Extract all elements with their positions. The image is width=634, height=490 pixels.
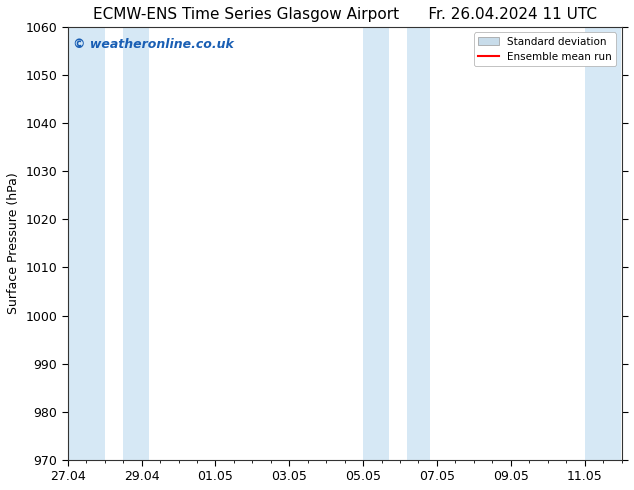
Bar xyxy=(408,27,430,460)
Title: ECMW-ENS Time Series Glasgow Airport      Fr. 26.04.2024 11 UTC: ECMW-ENS Time Series Glasgow Airport Fr.… xyxy=(93,7,597,22)
Bar xyxy=(363,27,389,460)
Bar xyxy=(123,27,149,460)
Bar xyxy=(68,27,105,460)
Legend: Standard deviation, Ensemble mean run: Standard deviation, Ensemble mean run xyxy=(474,32,616,66)
Text: © weatheronline.co.uk: © weatheronline.co.uk xyxy=(74,38,234,51)
Bar xyxy=(585,27,621,460)
Y-axis label: Surface Pressure (hPa): Surface Pressure (hPa) xyxy=(7,172,20,314)
